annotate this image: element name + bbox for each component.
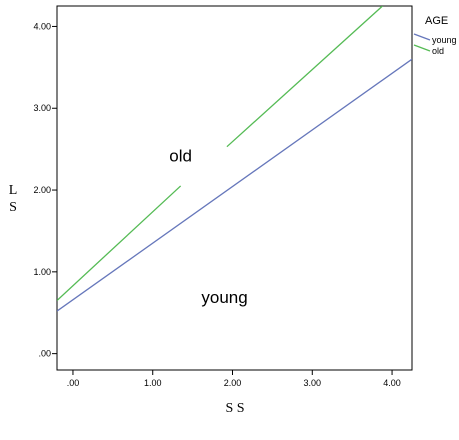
y-tick-label: 2.00 bbox=[33, 185, 51, 195]
y-tick-label: .00 bbox=[38, 349, 51, 359]
series-line-young bbox=[57, 58, 412, 312]
series-line-old bbox=[57, 185, 182, 301]
y-tick-label: 1.00 bbox=[33, 267, 51, 277]
series-lines bbox=[57, 6, 412, 312]
y-axis-label-line-1: L bbox=[9, 183, 18, 198]
x-axis-label: S S bbox=[225, 401, 244, 416]
x-tick-label: 4.00 bbox=[383, 378, 401, 388]
plot-frame bbox=[56, 5, 413, 371]
legend-swatch-young bbox=[413, 33, 431, 41]
legend-swatch-old bbox=[413, 44, 431, 52]
y-tick-label: 3.00 bbox=[33, 103, 51, 113]
x-tick-label: 1.00 bbox=[144, 378, 162, 388]
legend-label-young: young bbox=[432, 35, 457, 45]
y-tick-label: 4.00 bbox=[33, 21, 51, 31]
x-tick-label: .00 bbox=[67, 378, 80, 388]
x-tick-label: 3.00 bbox=[304, 378, 322, 388]
legend-label-old: old bbox=[432, 46, 444, 56]
x-axis: .00 1.00 2.00 3.00 4.00 bbox=[67, 370, 401, 388]
annotations: old young bbox=[169, 146, 247, 307]
y-axis: .00 1.00 2.00 3.00 4.00 bbox=[33, 21, 57, 359]
series-line-old bbox=[226, 6, 383, 148]
y-axis-label-line-2: S bbox=[9, 200, 17, 215]
annotation-old: old bbox=[169, 146, 192, 165]
legend-title: AGE bbox=[425, 15, 448, 27]
annotation-young: young bbox=[201, 288, 247, 307]
plot-area: old young bbox=[56, 5, 413, 371]
x-tick-label: 2.00 bbox=[224, 378, 242, 388]
